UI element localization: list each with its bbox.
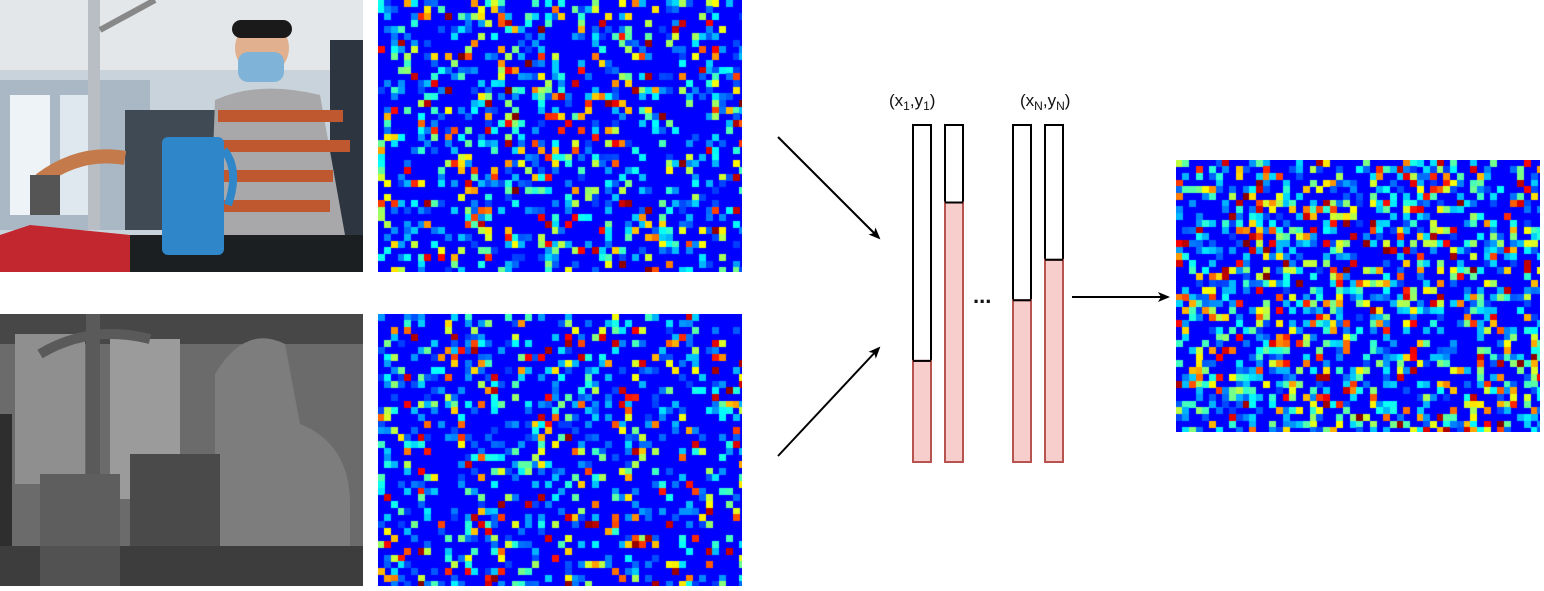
ellipsis: ...: [973, 283, 991, 308]
depth-camera-image: [0, 314, 363, 586]
rgb-camera-image: [0, 0, 363, 272]
arrow-depth-to-bars: [777, 346, 881, 457]
arrow-rgb-to-bars: [777, 136, 881, 240]
bar-yN-fill: [1044, 258, 1064, 463]
bar-x1-fill: [912, 359, 932, 463]
fused-feature-heatmap: [1176, 160, 1540, 432]
bar-y1-fill: [944, 201, 964, 463]
bar-xN-fill: [1012, 299, 1032, 463]
rgb-scene-illustration: [0, 0, 363, 272]
label-last-coordinate: (xN,yN): [1020, 91, 1070, 113]
depth-feature-heatmap: [378, 314, 742, 586]
coordinate-bars: [912, 124, 1064, 463]
fused-heatmap-canvas: [1176, 160, 1540, 432]
depth-heatmap-canvas: [378, 314, 742, 586]
label-first-coordinate: (x1,y1): [889, 91, 935, 113]
rgb-heatmap-canvas: [378, 0, 742, 272]
rgb-feature-heatmap: [378, 0, 742, 272]
depth-scene-illustration: [0, 314, 363, 586]
